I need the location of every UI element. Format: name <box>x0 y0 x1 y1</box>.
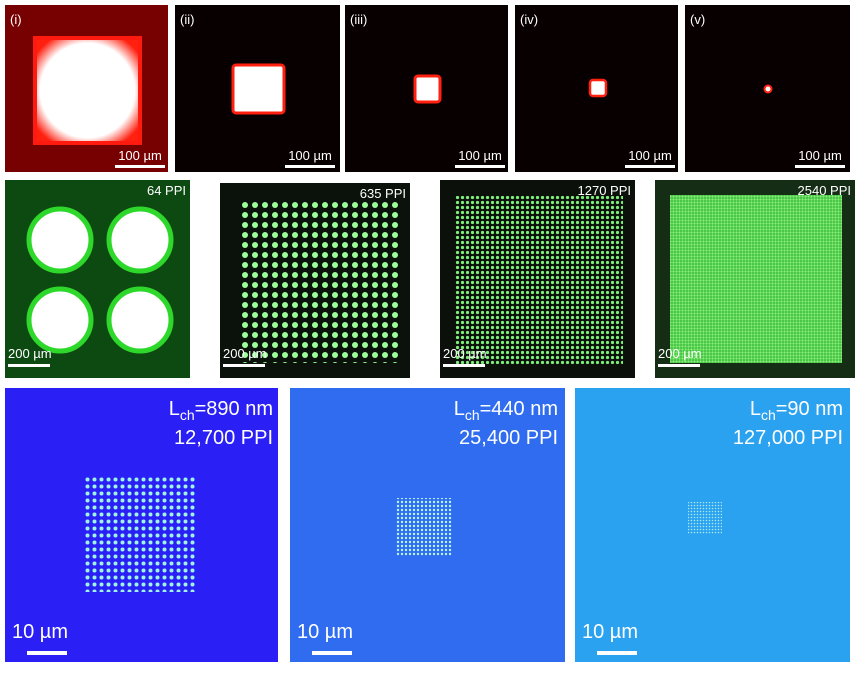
ppi-label: 127,000 PPI <box>733 427 843 449</box>
pixel-array <box>688 502 722 534</box>
scale-label: 100 µm <box>458 148 502 163</box>
scale-bar <box>455 165 505 168</box>
symbol: L <box>169 398 180 420</box>
scale-bar <box>312 651 352 655</box>
symbol: L <box>750 398 761 420</box>
row1 <box>5 5 850 172</box>
panel-label: (iii) <box>350 12 367 27</box>
scale-bar <box>658 364 700 367</box>
scale-label: 10 µm <box>12 621 68 643</box>
emitter <box>231 63 286 115</box>
ppi-label: 2540 PPI <box>798 183 852 198</box>
scale-bar <box>625 165 675 168</box>
scale-label: 200 µm <box>223 346 267 361</box>
scale-bar <box>285 165 335 168</box>
ppi-label: 635 PPI <box>360 186 406 201</box>
scale-bar <box>8 364 50 367</box>
scale-label: 200 µm <box>443 346 487 361</box>
pixel <box>26 286 94 354</box>
scale-bar <box>115 165 165 168</box>
scale-label: 100 µm <box>288 148 332 163</box>
subscript: ch <box>761 407 776 423</box>
panel-label: (ii) <box>180 12 194 27</box>
length: =440 nm <box>480 398 558 420</box>
panel-label: (v) <box>690 12 705 27</box>
ppi-label: 12,700 PPI <box>174 427 273 449</box>
pixel <box>106 286 174 354</box>
scale-label: 100 µm <box>118 148 162 163</box>
channel-length: Lch=890 nm <box>169 398 273 423</box>
symbol: L <box>454 398 465 420</box>
channel-length: Lch=440 nm <box>454 398 558 423</box>
scale-label: 100 µm <box>798 148 842 163</box>
emitter <box>588 78 608 98</box>
scale-bar <box>27 651 67 655</box>
emitter <box>763 84 773 94</box>
ppi-label: 25,400 PPI <box>459 427 558 449</box>
scale-bar <box>795 165 845 168</box>
scale-label: 200 µm <box>8 346 52 361</box>
scale-label: 10 µm <box>297 621 353 643</box>
pixel-array <box>455 196 623 364</box>
length: =890 nm <box>195 398 273 420</box>
scale-label: 100 µm <box>628 148 672 163</box>
subscript: ch <box>465 407 480 423</box>
scale-bar <box>443 364 485 367</box>
scale-bar <box>223 364 265 367</box>
row2 <box>5 180 855 378</box>
panel-label: (iv) <box>520 12 538 27</box>
pixel-array <box>238 198 398 363</box>
subscript: ch <box>180 407 195 423</box>
scale-bar <box>597 651 637 655</box>
emitter <box>413 74 442 104</box>
pixel-array <box>396 498 452 556</box>
pixel <box>106 206 174 274</box>
panel-label: (i) <box>10 12 22 27</box>
length: =90 nm <box>776 398 843 420</box>
pixel-array <box>85 477 197 592</box>
ppi-label: 64 PPI <box>147 183 186 198</box>
pixel-array <box>670 195 842 363</box>
ppi-label: 1270 PPI <box>578 183 632 198</box>
pixel <box>26 206 94 274</box>
scale-label: 200 µm <box>658 346 702 361</box>
scale-label: 10 µm <box>582 621 638 643</box>
channel-length: Lch=90 nm <box>750 398 843 423</box>
emitter <box>33 36 142 145</box>
row3 <box>5 388 850 662</box>
labels: (i) 100 µm (ii) 100 µm (iii) 100 µm (iv) 100 µm… <box>8 12 851 655</box>
